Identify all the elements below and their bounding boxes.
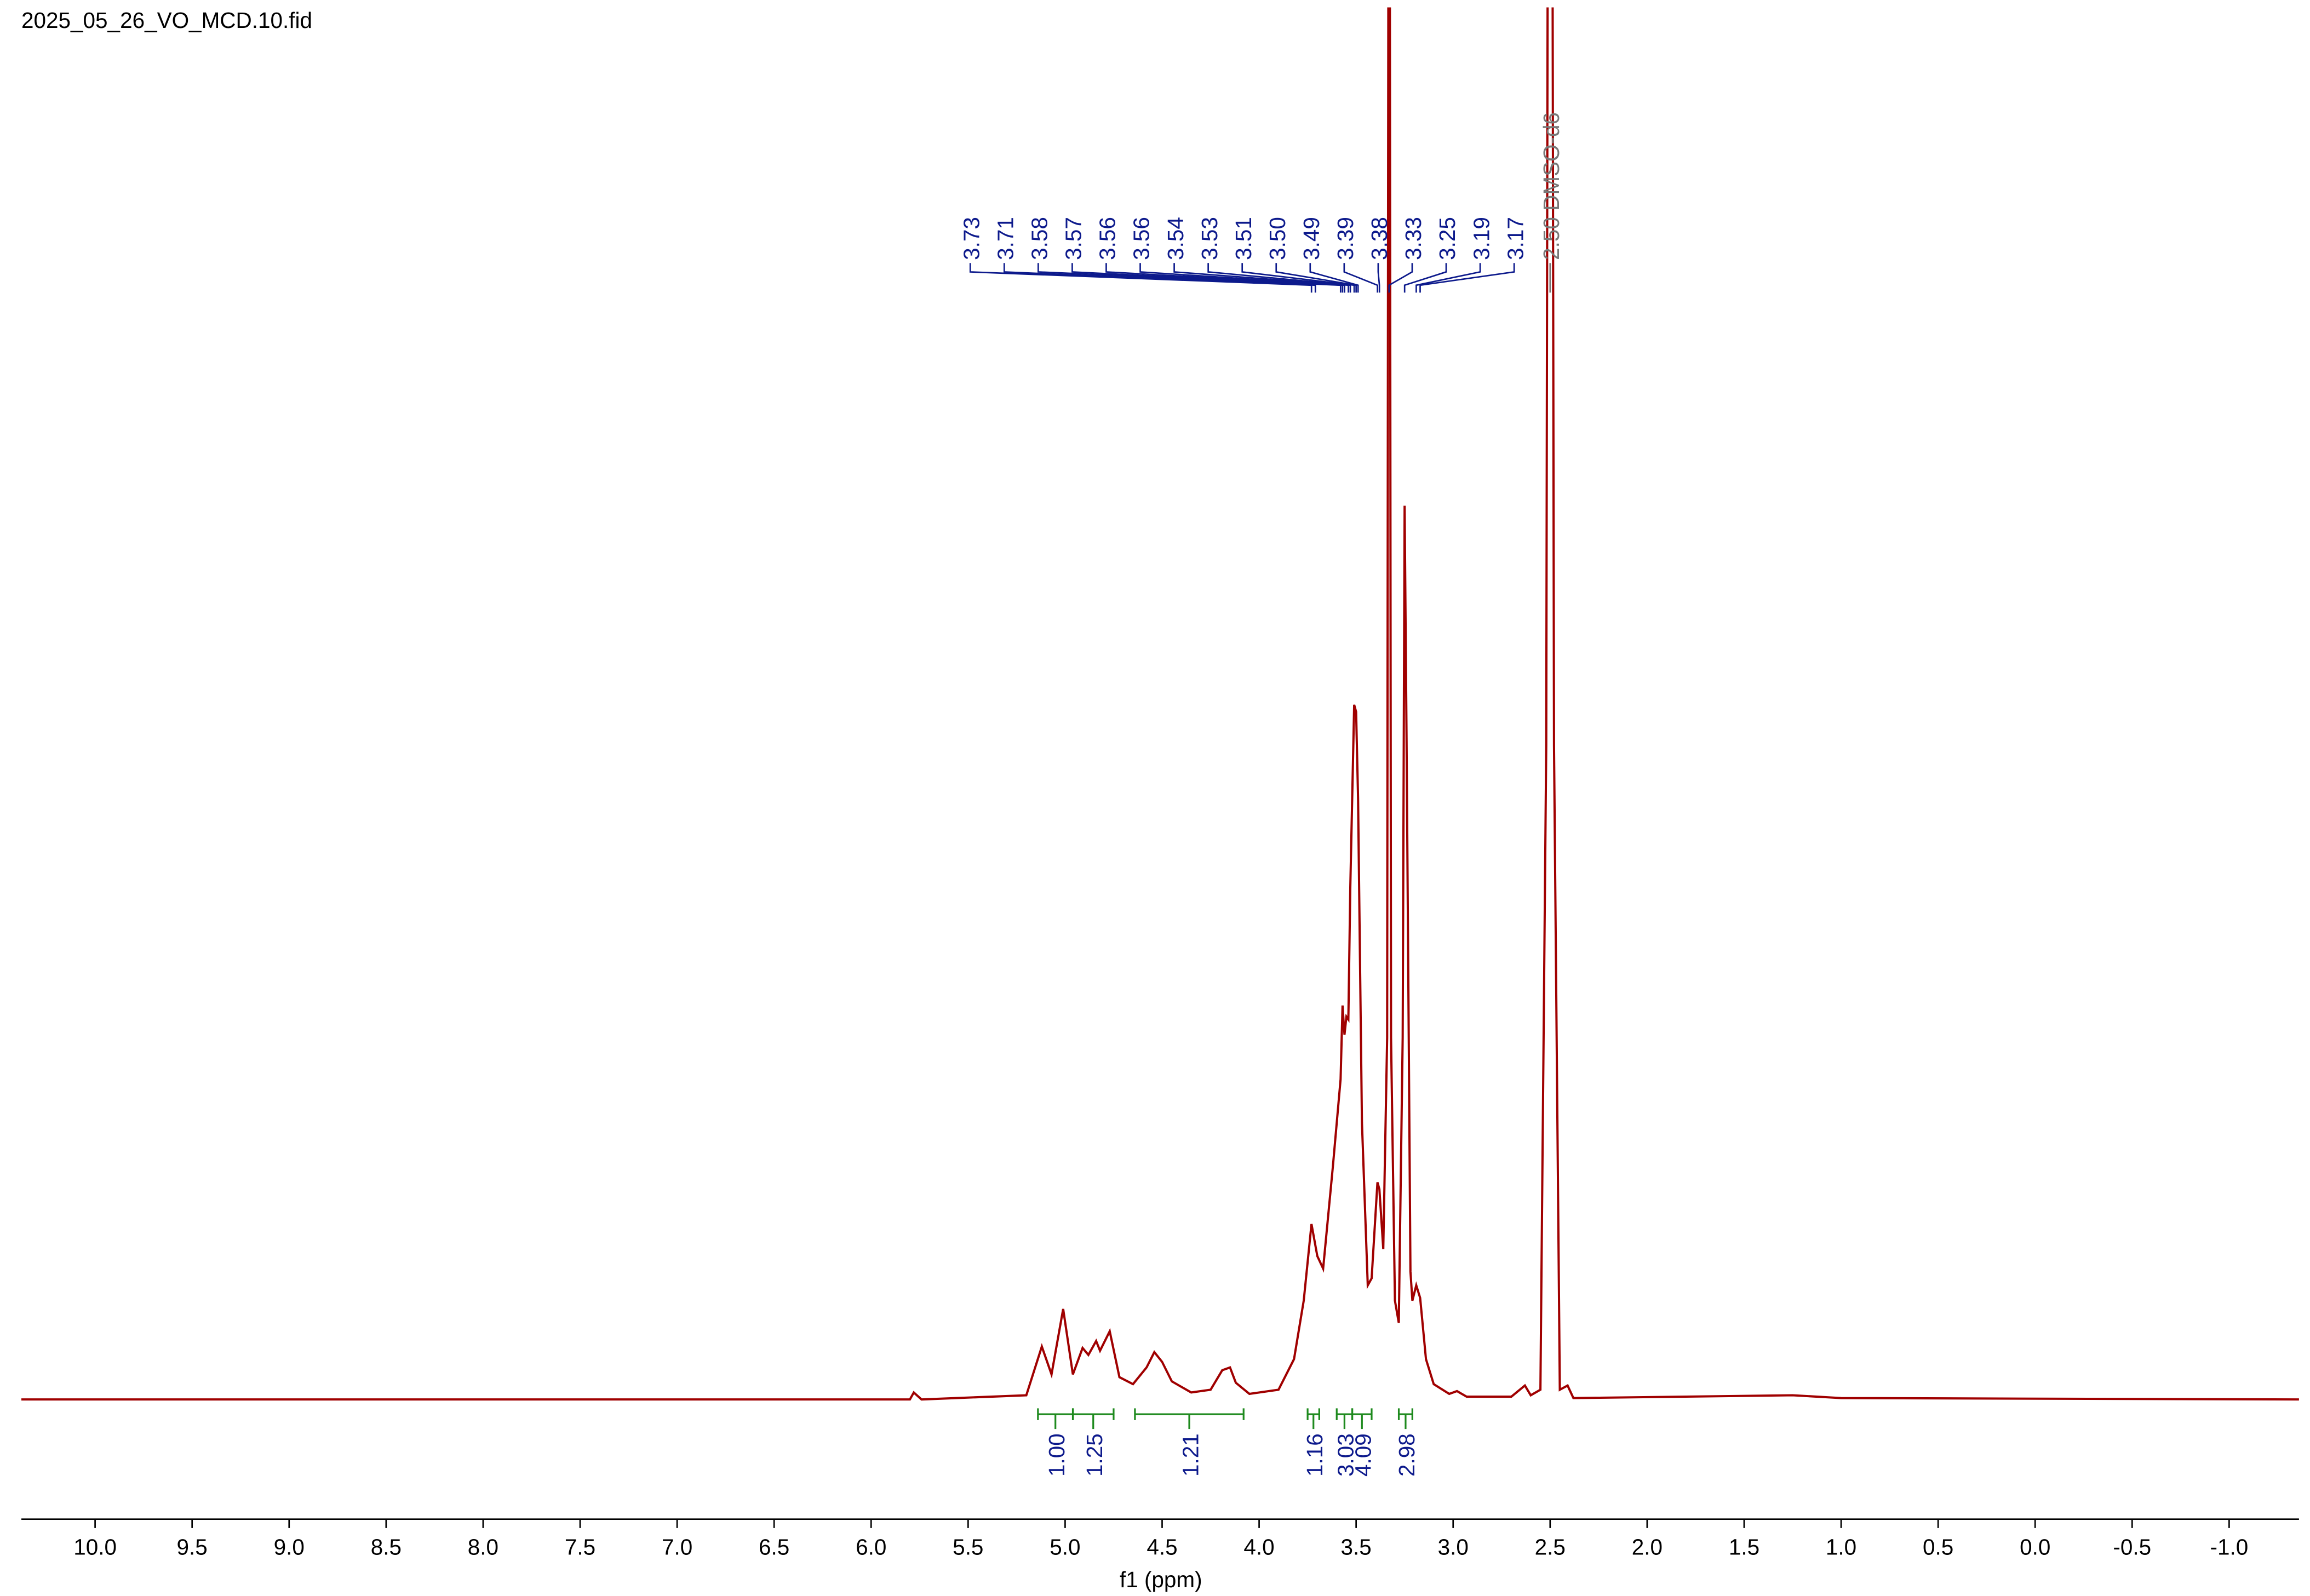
- x-tick-label: -0.5: [2113, 1534, 2151, 1559]
- x-tick-label: 6.5: [759, 1534, 789, 1559]
- integral-label: 1.00: [1044, 1433, 1069, 1477]
- integral-label: 1.16: [1302, 1433, 1327, 1477]
- spectrum-line: [21, 7, 2299, 1401]
- peak-connector: [1071, 263, 1344, 293]
- integral-bracket: [1037, 1408, 1074, 1429]
- peak-connector: [1309, 263, 1359, 293]
- x-tick-label: 7.5: [565, 1534, 595, 1559]
- x-tick-label: 4.5: [1147, 1534, 1177, 1559]
- x-tick-label: 2.0: [1632, 1534, 1663, 1559]
- x-tick-label: 2.5: [1535, 1534, 1566, 1559]
- peak-label: 3.51: [1231, 217, 1256, 260]
- peak-connector: [1173, 263, 1349, 293]
- peak-connector: [1139, 263, 1345, 293]
- peak-label: 3.17: [1503, 217, 1528, 260]
- peak-connector: [1275, 263, 1357, 293]
- x-tick-label: 1.0: [1826, 1534, 1856, 1559]
- x-tick-label: 3.5: [1341, 1534, 1372, 1559]
- x-tick-label: 9.0: [274, 1534, 305, 1559]
- peak-label: 3.58: [1027, 217, 1052, 260]
- x-tick-label: 3.0: [1438, 1534, 1469, 1559]
- solvent-label: 2.50 DMSO-d6: [1539, 112, 1564, 260]
- integral-bracket: [1071, 1408, 1115, 1429]
- peak-label: 3.50: [1265, 217, 1290, 260]
- integral-bracket: [1306, 1408, 1320, 1429]
- peak-label: 3.38: [1367, 217, 1392, 260]
- peak-connector: [1343, 263, 1378, 293]
- peak-label: 3.39: [1333, 217, 1358, 260]
- peak-label: 3.33: [1401, 217, 1426, 260]
- x-tick-label: 1.5: [1729, 1534, 1759, 1559]
- peak-connector: [969, 263, 1312, 293]
- peak-connector: [1003, 263, 1316, 293]
- integral-label: 1.25: [1082, 1433, 1107, 1477]
- integral-label: 4.09: [1350, 1433, 1375, 1477]
- integral-label: 3.03: [1333, 1433, 1359, 1477]
- peak-label: 3.25: [1435, 217, 1460, 260]
- x-tick-label: 4.0: [1243, 1534, 1274, 1559]
- x-tick-label: 5.0: [1050, 1534, 1080, 1559]
- chart-title: 2025_05_26_VO_MCD.10.fid: [21, 8, 312, 33]
- peak-connector: [1037, 263, 1342, 293]
- x-tick-label: 10.0: [73, 1534, 117, 1559]
- x-tick-label: 8.5: [371, 1534, 402, 1559]
- x-tick-label: 9.5: [177, 1534, 208, 1559]
- peak-connector: [1207, 263, 1351, 293]
- integral-label: 1.21: [1178, 1433, 1203, 1477]
- x-tick-label: 7.0: [662, 1534, 692, 1559]
- peak-connector: [1241, 263, 1355, 293]
- integral-bracket: [1397, 1408, 1413, 1429]
- peak-label: 3.73: [959, 217, 984, 260]
- peak-connector: [1377, 263, 1380, 293]
- integral-label: 2.98: [1394, 1433, 1419, 1477]
- peak-label: 3.71: [993, 217, 1018, 260]
- plot-area: [21, 7, 2299, 1401]
- x-tick-label: 6.0: [856, 1534, 886, 1559]
- peak-label: 3.56: [1129, 217, 1154, 260]
- x-axis-label: f1 (ppm): [1120, 1567, 1202, 1592]
- peak-connector: [1415, 263, 1481, 293]
- peak-label: 3.56: [1095, 217, 1120, 260]
- integral-bracket: [1134, 1408, 1245, 1429]
- peak-label: 3.49: [1299, 217, 1324, 260]
- x-tick-label: -1.0: [2210, 1534, 2249, 1559]
- peak-label: 3.57: [1061, 217, 1086, 260]
- x-tick-label: 5.5: [953, 1534, 983, 1559]
- peak-connector: [1403, 263, 1447, 293]
- x-tick-label: 8.0: [468, 1534, 498, 1559]
- integral-bracket: [1351, 1408, 1373, 1429]
- x-tick-label: 0.5: [1923, 1534, 1953, 1559]
- peak-label: 3.54: [1163, 217, 1188, 260]
- peak-connector: [1388, 263, 1413, 293]
- peak-label: 3.19: [1469, 217, 1494, 260]
- peak-connector: [1419, 263, 1515, 293]
- peak-label: 3.53: [1197, 217, 1222, 260]
- x-tick-label: 0.0: [2020, 1534, 2050, 1559]
- integral-bracket: [1335, 1408, 1354, 1429]
